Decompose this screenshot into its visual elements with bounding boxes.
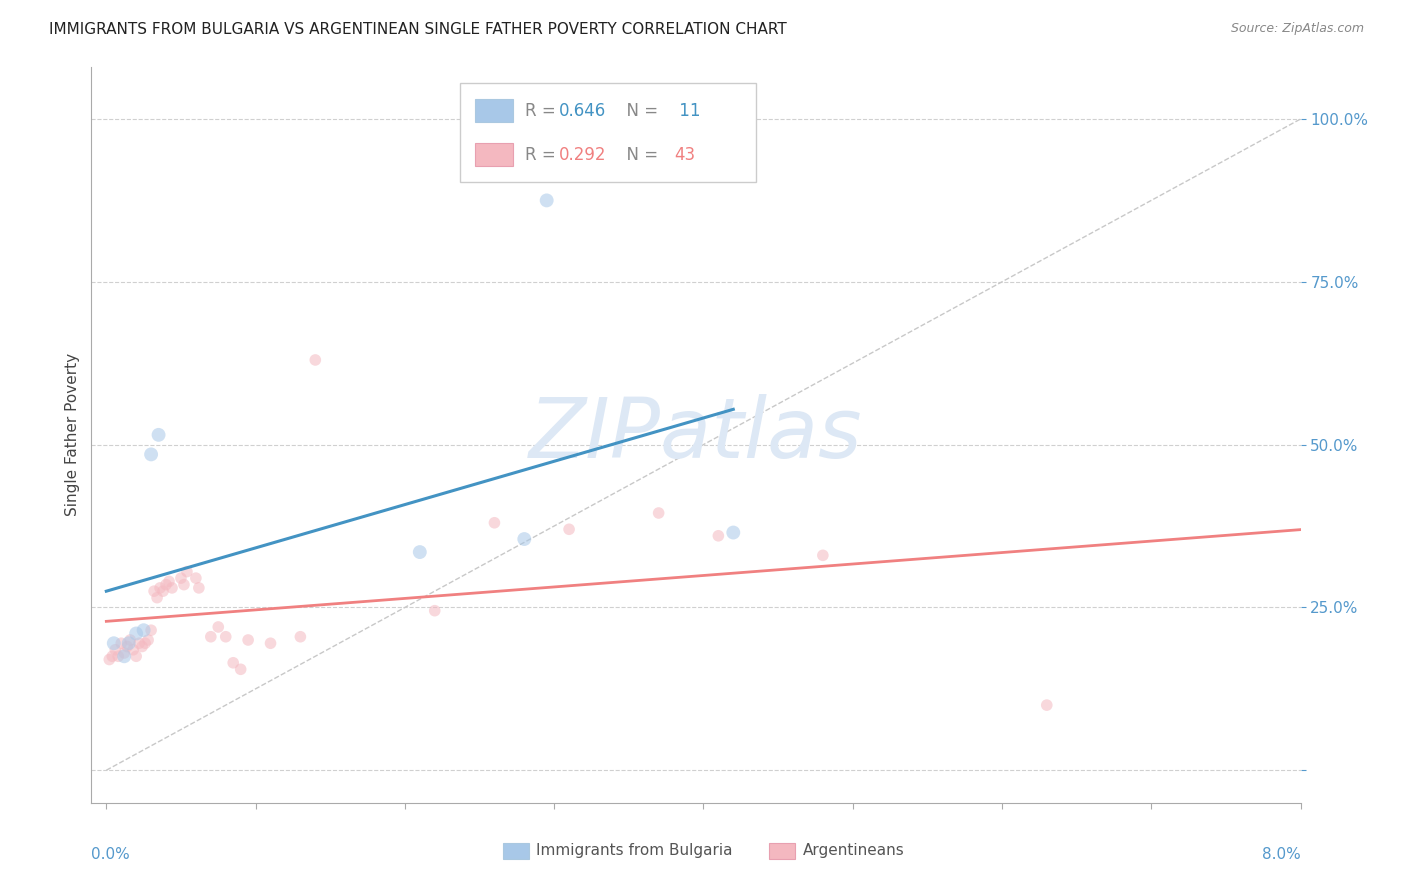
Text: Argentineans: Argentineans [803,843,904,858]
Point [148,428,170,442]
Point [187,581,209,595]
Point [149,581,172,595]
Bar [769,843,796,860]
Text: Source: ZipAtlas.com: Source: ZipAtlas.com [1230,22,1364,36]
Point [513,532,536,546]
Point [115,640,138,654]
Point [118,636,141,650]
Text: R =: R = [526,102,561,120]
Point [707,529,730,543]
Text: ZIPatlas: ZIPatlas [529,394,863,475]
Point [229,662,252,676]
Point [125,649,148,664]
Point [176,565,198,579]
Point [304,353,326,368]
Point [98,652,121,666]
FancyBboxPatch shape [460,83,756,183]
Point [723,525,745,540]
Point [259,636,281,650]
Point [184,571,207,585]
Point [120,632,142,647]
Point [1036,698,1059,712]
Bar [475,99,513,122]
Text: 8.0%: 8.0% [1261,847,1301,862]
Text: 11: 11 [675,102,700,120]
Point [152,584,174,599]
Point [128,636,150,650]
Point [207,620,229,634]
Point [157,574,180,589]
Point [112,649,135,664]
Point [215,630,238,644]
Point [143,584,166,599]
Point [107,649,129,664]
Text: 43: 43 [675,145,696,163]
Text: 0.646: 0.646 [560,102,606,120]
Point [170,571,193,585]
Point [132,624,155,638]
Point [134,636,156,650]
Text: R =: R = [526,145,561,163]
Text: N =: N = [616,145,664,163]
Point [139,624,162,638]
Bar [475,143,513,166]
Point [101,649,124,664]
Point [103,636,125,650]
Point [236,632,259,647]
Point [139,447,162,461]
Point [104,642,127,657]
Text: N =: N = [616,102,664,120]
Point [112,646,135,660]
Text: 0.292: 0.292 [560,145,607,163]
Point [423,604,446,618]
Text: Immigrants from Bulgaria: Immigrants from Bulgaria [536,843,733,858]
Text: 0.0%: 0.0% [91,847,131,862]
Point [146,591,169,605]
Point [484,516,506,530]
Point [558,522,581,536]
Point [536,194,558,208]
Text: IMMIGRANTS FROM BULGARIA VS ARGENTINEAN SINGLE FATHER POVERTY CORRELATION CHART: IMMIGRANTS FROM BULGARIA VS ARGENTINEAN … [49,22,787,37]
Point [200,630,222,644]
Point [409,545,432,559]
Point [290,630,312,644]
Point [155,577,177,591]
Point [136,632,159,647]
Point [811,549,834,563]
Y-axis label: Single Father Poverty: Single Father Poverty [65,353,80,516]
Point [647,506,669,520]
Bar [502,843,529,860]
Point [222,656,245,670]
Point [131,640,153,654]
Point [173,577,195,591]
Point [160,581,183,595]
Point [122,642,145,657]
Point [125,626,148,640]
Point [110,636,132,650]
